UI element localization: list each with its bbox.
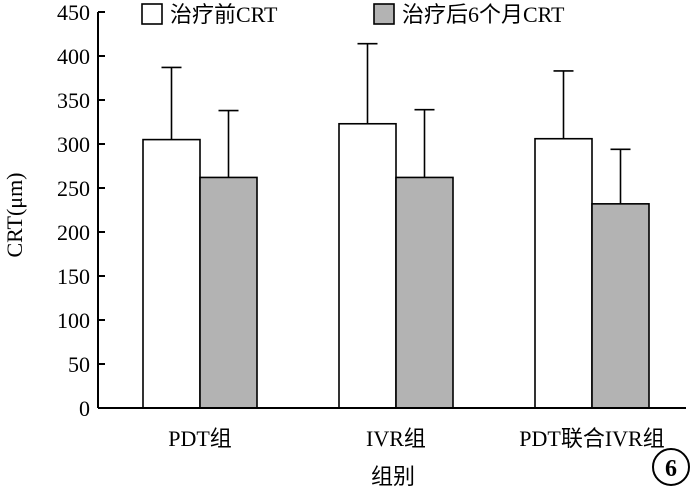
legend: 治疗前CRT 治疗后6个月CRT [141, 2, 565, 27]
y-tick-label: 250 [57, 176, 90, 201]
y-tick-label: 300 [57, 132, 90, 157]
y-tick-label: 350 [57, 88, 90, 113]
figure-number: 6 [665, 456, 677, 482]
x-tick-label: PDT联合IVR组 [519, 426, 664, 451]
bar [338, 122, 397, 409]
y-tick-label: 200 [57, 220, 90, 245]
legend-swatch [141, 3, 163, 25]
y-axis-title: CRT(μm) [2, 172, 27, 257]
x-tick-label: PDT组 [168, 426, 232, 451]
y-tick-label: 100 [57, 308, 90, 333]
x-axis: PDT组 IVR组 PDT联合IVR组 [98, 407, 686, 451]
bar [199, 176, 258, 409]
bar [395, 176, 454, 409]
y-tick-label: 450 [57, 0, 90, 25]
legend-swatch [373, 3, 395, 25]
legend-label: 治疗前CRT [170, 2, 278, 27]
y-tick-label: 50 [68, 352, 90, 377]
bar [591, 203, 650, 409]
x-axis-title: 组别 [371, 464, 415, 489]
bar [534, 137, 593, 409]
x-tick-label: IVR组 [366, 426, 426, 451]
legend-label: 治疗后6个月CRT [402, 2, 565, 27]
y-tick-label: 0 [79, 396, 90, 421]
y-tick-label: 400 [57, 44, 90, 69]
bars [142, 42, 650, 409]
y-tick-label: 150 [57, 264, 90, 289]
y-axis: 0 50 100 150 200 250 300 350 400 450 [57, 0, 105, 421]
figure-number-badge: 6 [652, 448, 690, 486]
bar [142, 138, 201, 409]
